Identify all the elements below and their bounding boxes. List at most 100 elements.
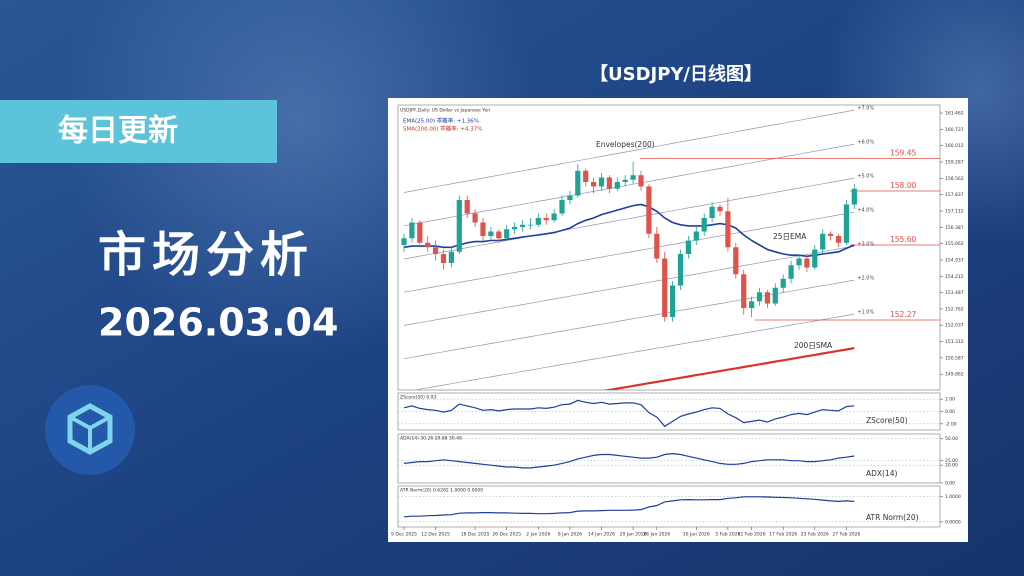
candle-body [598, 177, 605, 187]
candle-body [654, 233, 660, 259]
candle-body [677, 254, 684, 286]
level-label: 152.27 [890, 310, 916, 319]
candle-body [409, 222, 415, 239]
x-tick-label: 26 Dec 2025 [492, 532, 521, 538]
candle-body [709, 206, 715, 219]
candle-body [519, 224, 526, 228]
candle-body [583, 170, 589, 182]
y-tick-label: 160.012 [945, 143, 964, 149]
candle-body [448, 251, 454, 264]
envelope-label: +3.0% [857, 242, 874, 248]
candle-body [812, 249, 818, 268]
logo-cube-edges [69, 415, 111, 452]
envelope-label: +2.0% [857, 276, 874, 282]
indicator-line [403, 399, 855, 428]
indicator-legend: SMA(200.00) 乖離率: +4.37% [403, 125, 482, 133]
x-tick-label: 14 Jan 2026 [588, 532, 615, 538]
envelope-label: +5.0% [857, 174, 874, 180]
tag-box [0, 100, 277, 163]
level-label: 159.45 [890, 148, 916, 157]
y-tick-label: 157.837 [945, 192, 964, 198]
y-tick-label: 154.937 [945, 257, 964, 263]
candle-body [749, 301, 755, 309]
candle-body [756, 292, 763, 302]
y-tick-label: 25.00 [945, 458, 958, 464]
candle-body [456, 200, 462, 252]
candle-body [764, 292, 770, 304]
candle-body [843, 204, 849, 243]
panel-title: ZScore(50) 0.93 [400, 395, 437, 401]
candle-body [535, 218, 541, 225]
logo [45, 385, 135, 475]
y-tick-label: 150.587 [945, 355, 964, 361]
candle-body [488, 231, 494, 237]
y-tick-label: 20.00 [945, 463, 958, 469]
candle-body [670, 285, 676, 318]
candle-body [591, 181, 597, 187]
envelope-label: +6.0% [857, 140, 874, 146]
x-tick-label: 20 Jan 2026 [620, 532, 647, 538]
y-tick-label: 151.312 [945, 339, 964, 345]
envelope-line [403, 109, 855, 193]
candle-body [772, 287, 778, 304]
y-tick-label: 161.462 [945, 111, 964, 117]
candle-body [401, 238, 407, 246]
candle-body [567, 195, 573, 200]
candle-body [662, 258, 668, 318]
candle-body [496, 231, 502, 239]
envelope-line [403, 177, 855, 260]
indicator-line [603, 347, 855, 390]
y-tick-label: 50.00 [945, 436, 958, 442]
envelope-line [403, 245, 855, 326]
candle-body [504, 229, 510, 239]
indicator-line [403, 203, 855, 258]
candle-body [464, 200, 470, 214]
x-tick-label: 26 Jan 2026 [643, 532, 670, 538]
candle-body [701, 218, 707, 232]
candle-body [796, 258, 802, 266]
series-label: 25日EMA [773, 232, 807, 241]
envelope-label: +7.0% [857, 106, 874, 112]
atr-panel-border [397, 485, 941, 528]
tag-text: 每日更新 [58, 114, 178, 149]
y-tick-label: 154.212 [945, 274, 964, 280]
y-tick-label: 157.112 [945, 208, 964, 214]
panel-label: ZScore(50) [866, 416, 908, 425]
envelope-line [403, 211, 855, 293]
x-tick-label: 30 Jan 2026 [683, 532, 710, 538]
candle-body [606, 177, 612, 189]
candle-body [472, 213, 478, 223]
candle-body [646, 186, 652, 234]
candle-body [717, 206, 723, 212]
candle-body [512, 227, 518, 230]
candle-body [622, 179, 628, 182]
envelope-line [403, 279, 855, 360]
y-tick-label: 155.662 [945, 241, 964, 247]
chart-caption: 【USDJPY/日线图】 [590, 63, 762, 85]
y-tick-label: 0.00 [945, 409, 955, 415]
envelope-name: Envelopes(200) [596, 140, 655, 149]
plot-area: 161.462 160.737 160.012 159.287 158.562 157.8… [391, 106, 964, 538]
x-tick-label: 2 Jan 2026 [526, 532, 550, 538]
series-label: 200日SMA [794, 341, 833, 350]
candle-body [828, 233, 834, 237]
panel-title: ATR Norm(20) 0.6282 1.0000 0.0000 [400, 488, 483, 494]
candle-body [820, 233, 826, 250]
candle-body [733, 247, 739, 275]
envelope-label: +1.0% [857, 310, 874, 316]
candle-body [693, 231, 699, 241]
candle-body [575, 170, 581, 196]
y-tick-label: 159.287 [945, 160, 964, 166]
candle-body [425, 242, 431, 248]
y-tick-label: 153.487 [945, 290, 964, 296]
candle-body [551, 213, 557, 221]
envelope-line [412, 313, 855, 390]
x-tick-label: 5 Feb 2026 [715, 532, 740, 538]
indicator-line [403, 452, 855, 469]
candle-body [685, 240, 691, 255]
candle-body [630, 175, 636, 180]
candle-body [559, 200, 565, 214]
candle-body [788, 265, 794, 279]
